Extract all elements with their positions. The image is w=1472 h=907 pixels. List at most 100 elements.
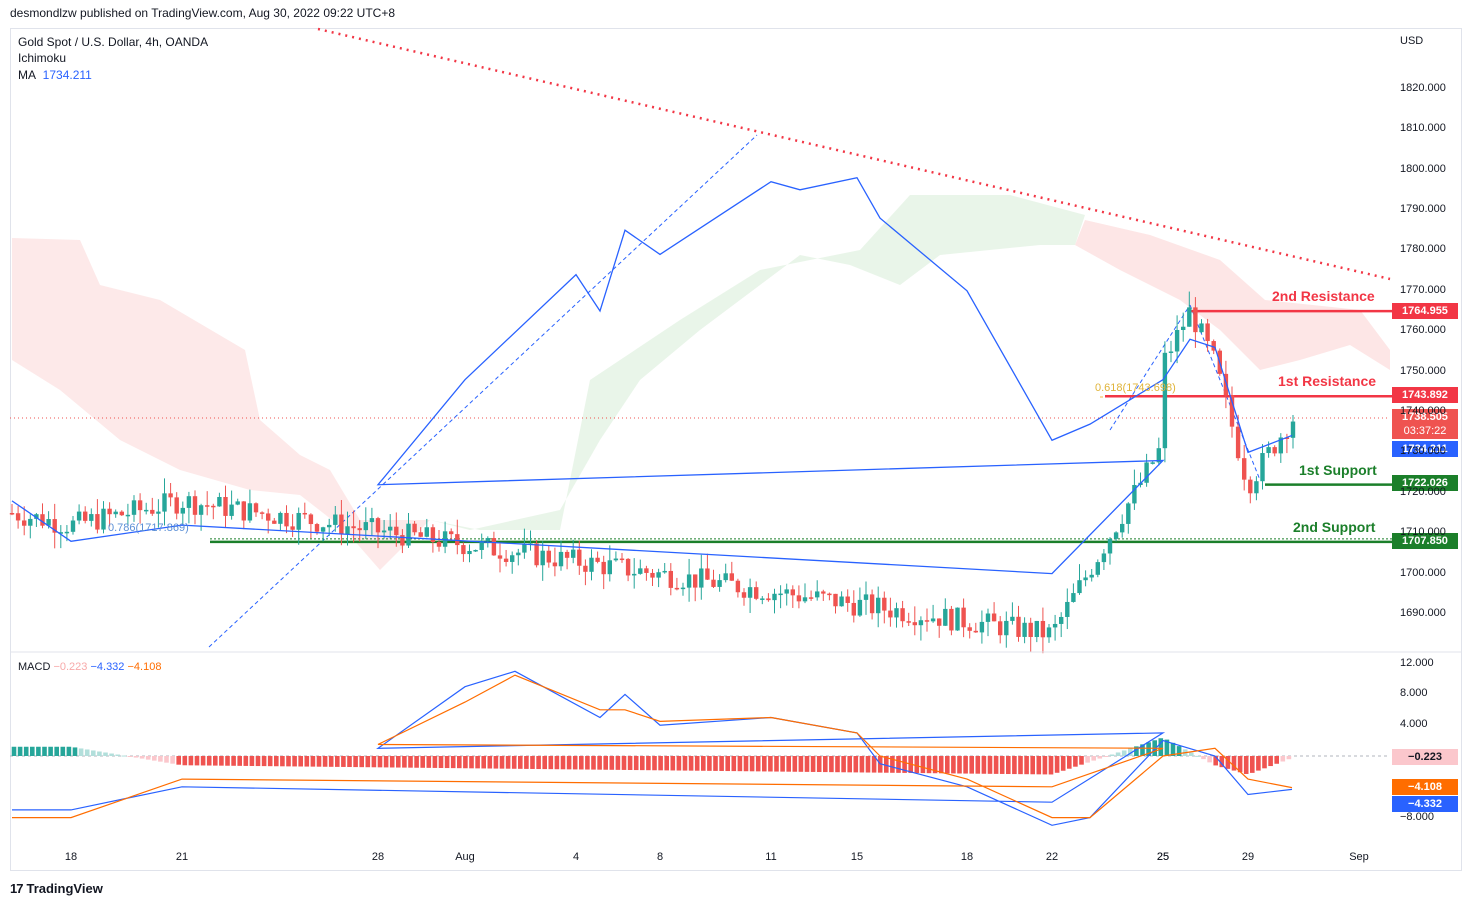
ichimoku-cloud-bear-right	[1075, 220, 1390, 370]
macd-histogram-bar	[1225, 756, 1231, 769]
candle-down	[796, 595, 802, 602]
candle-down	[1223, 373, 1229, 396]
macd-histogram-bar	[1073, 756, 1078, 767]
candle-up	[442, 531, 448, 547]
candle-down	[192, 496, 198, 515]
candle-down	[503, 558, 509, 562]
macd-histogram-bar	[1176, 746, 1182, 756]
price-tick-label: 1700.000	[1400, 566, 1446, 579]
candle-up	[930, 618, 936, 622]
macd-histogram-bar	[109, 753, 114, 756]
down-trendline	[317, 27, 1391, 281]
macd-histogram-bar	[865, 756, 871, 773]
candle-down	[394, 526, 399, 536]
macd-histogram-bar	[335, 756, 340, 767]
candle-up	[680, 587, 686, 590]
candle-up	[778, 593, 783, 596]
macd-histogram-bar	[1060, 756, 1066, 771]
macd-histogram-bar	[511, 756, 517, 769]
candle-up	[162, 493, 167, 512]
candle-up	[760, 598, 765, 600]
candle-down	[827, 593, 832, 596]
candle-down	[211, 505, 216, 508]
macd-histogram-bar	[969, 756, 974, 774]
candle-up	[686, 574, 692, 588]
macd-histogram-bar	[389, 756, 395, 768]
macd-histogram-bar	[560, 756, 566, 770]
macd-signal-line	[12, 674, 1293, 819]
candle-up	[540, 550, 545, 566]
macd-histogram-bar	[658, 756, 663, 771]
macd-histogram-bar	[438, 756, 444, 768]
candle-down	[937, 618, 942, 626]
macd-histogram-bar	[341, 756, 346, 767]
candle-down	[650, 572, 655, 578]
macd-histogram-bar	[176, 756, 181, 765]
macd-histogram-bar	[1006, 756, 1011, 775]
candle-down	[266, 513, 271, 521]
candle-down	[851, 602, 856, 616]
macd-histogram-bar	[1231, 756, 1237, 771]
macd-histogram-bar	[36, 746, 41, 756]
candle-up	[1132, 484, 1137, 504]
candle-up	[815, 591, 820, 598]
macd-histogram-bar	[792, 756, 798, 772]
candle-down	[1235, 426, 1241, 459]
ma-line	[11, 176, 1293, 575]
macd-histogram-bar	[633, 756, 639, 771]
candle-up	[473, 549, 478, 552]
macd-histogram-bar	[1146, 742, 1151, 756]
ichimoku-cloud-bull	[430, 195, 1085, 530]
macd-histogram-bar	[255, 756, 261, 767]
macd-histogram-bar	[280, 756, 285, 767]
macd-histogram-bar	[505, 756, 511, 769]
macd-histogram-bar	[1243, 756, 1249, 774]
candle-up	[1059, 616, 1064, 624]
candle-down	[1272, 447, 1277, 454]
macd-histogram-bar	[91, 750, 96, 756]
candle-up	[863, 594, 869, 600]
macd-label: MACD	[18, 661, 51, 673]
macd-histogram-bar	[609, 756, 615, 770]
macd-histogram-bar	[957, 756, 962, 774]
candle-up	[34, 514, 39, 519]
macd-label-signal: −4.108	[1392, 779, 1458, 795]
macd-histogram-bar	[1170, 742, 1176, 756]
candle-down	[808, 597, 814, 599]
candle-down	[259, 512, 265, 514]
macd-histogram-bar	[719, 756, 724, 771]
candle-down	[967, 627, 972, 631]
price-tick-label: 1710.000	[1400, 526, 1446, 539]
macd-histogram-bar	[640, 756, 645, 771]
candle-up	[632, 573, 637, 576]
fib-extension-line-3	[1109, 304, 1191, 431]
macd-histogram-bar	[78, 748, 84, 756]
macd-histogram-bar	[249, 756, 255, 766]
candle-down	[668, 570, 673, 588]
candle-down	[150, 509, 155, 514]
candle-down	[821, 591, 826, 594]
macd-histogram-bar	[225, 756, 230, 766]
candle-down	[302, 512, 307, 515]
macd-histogram-bar	[188, 756, 194, 766]
candle-down	[1211, 341, 1216, 351]
candle-down	[1016, 616, 1021, 637]
candle-up	[1071, 593, 1076, 602]
macd-histogram-bar	[402, 756, 407, 768]
candle-up	[198, 505, 204, 515]
time-tick-label: Aug	[455, 851, 475, 863]
candle-down	[137, 500, 143, 511]
candle-down	[845, 596, 850, 603]
candle-up	[955, 607, 960, 631]
macd-histogram-bar	[493, 756, 499, 769]
macd-histogram-bar	[383, 756, 389, 768]
macd-histogram-bar	[1140, 744, 1145, 756]
price-tick-label: 1720.000	[1400, 485, 1446, 498]
candle-down	[1193, 307, 1198, 333]
footer-brand[interactable]: 17 TradingView	[10, 881, 103, 896]
macd-histogram-bar	[1134, 746, 1139, 756]
macd-histogram-bar	[450, 756, 456, 769]
macd-legend: MACD −0.223 −4.332 −4.108	[18, 661, 161, 673]
candle-down	[314, 524, 320, 532]
